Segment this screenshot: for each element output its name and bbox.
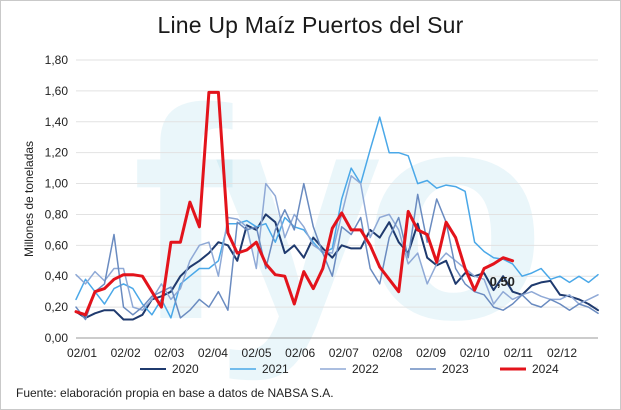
y-tick-label: 0,60	[45, 238, 69, 252]
x-tick-label: 02/09	[416, 346, 446, 360]
legend: 2020 2021 2022 2023 2024	[140, 362, 559, 376]
source-note: Fuente: elaboración propia en base a dat…	[16, 386, 334, 400]
x-tick-label: 02/10	[460, 346, 490, 360]
series-line-2024	[74, 90, 515, 317]
x-tick-label: 02/03	[154, 346, 184, 360]
chart-title: Line Up Maíz Puertos del Sur	[157, 12, 464, 38]
legend-label-2021: 2021	[262, 362, 289, 376]
y-tick-label: 1,80	[45, 53, 69, 67]
x-tick-label: 02/04	[198, 346, 228, 360]
y-tick-label: 0,40	[45, 269, 69, 283]
legend-label-2022: 2022	[352, 362, 379, 376]
y-tick-label: 0,20	[45, 300, 69, 314]
y-tick-label: 0,00	[45, 331, 69, 345]
x-tick-label: 02/12	[547, 346, 577, 360]
x-tick-label: 02/01	[67, 346, 97, 360]
y-tick-label: 1,20	[45, 146, 69, 160]
y-tick-label: 1,40	[45, 115, 69, 129]
x-tick-label: 02/06	[285, 346, 315, 360]
legend-label-2024: 2024	[532, 362, 559, 376]
legend-label-2023: 2023	[442, 362, 469, 376]
axes: 0,00 0,20 0,40 0,60 0,80 1,00 1,20 1,40 1,60 1,80…	[22, 53, 598, 360]
y-tick-label: 0,80	[45, 207, 69, 221]
x-tick-label: 02/05	[242, 346, 272, 360]
annotations: 0,50	[490, 274, 515, 289]
x-tick-label: 02/02	[111, 346, 141, 360]
legend-label-2020: 2020	[172, 362, 199, 376]
y-axis-label: Millones de toneladas	[22, 141, 36, 257]
annotation-label: 0,50	[490, 274, 515, 289]
y-tick-label: 1,60	[45, 84, 69, 98]
grid-lines	[76, 59, 598, 308]
x-tick-label: 02/07	[329, 346, 359, 360]
x-tick-label: 02/11	[504, 346, 533, 360]
y-tick-label: 1,00	[45, 177, 69, 191]
series-lines	[74, 90, 599, 321]
x-tick-label: 02/08	[372, 346, 402, 360]
